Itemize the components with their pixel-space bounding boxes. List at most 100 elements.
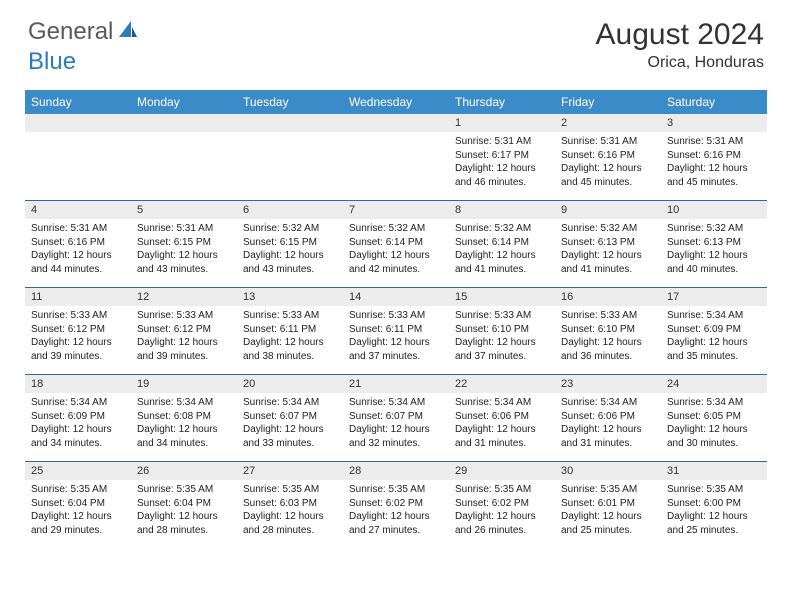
sunrise-line: Sunrise: 5:33 AM (25, 309, 131, 323)
sunset-line: Sunset: 6:10 PM (555, 323, 661, 337)
sunset-line: Sunset: 6:09 PM (661, 323, 767, 337)
sunrise-line: Sunrise: 5:35 AM (449, 483, 555, 497)
sunrise-line: Sunrise: 5:35 AM (343, 483, 449, 497)
daylight-line-2: and 41 minutes. (449, 263, 555, 277)
calendar-cell: 25Sunrise: 5:35 AMSunset: 6:04 PMDayligh… (25, 462, 131, 548)
daylight-line-2: and 36 minutes. (555, 350, 661, 364)
day-number-bar: 26 (131, 462, 237, 480)
sunrise-line: Sunrise: 5:31 AM (661, 135, 767, 149)
sunrise-line: Sunrise: 5:31 AM (25, 222, 131, 236)
sunrise-line: Sunrise: 5:32 AM (449, 222, 555, 236)
calendar-cell (343, 114, 449, 200)
sunset-line: Sunset: 6:01 PM (555, 497, 661, 511)
daylight-line-1: Daylight: 12 hours (555, 423, 661, 437)
day-number-bar: 19 (131, 375, 237, 393)
sunset-line: Sunset: 6:00 PM (661, 497, 767, 511)
daylight-line-1: Daylight: 12 hours (25, 510, 131, 524)
calendar-cell: 16Sunrise: 5:33 AMSunset: 6:10 PMDayligh… (555, 288, 661, 374)
day-number-bar: 27 (237, 462, 343, 480)
day-number-bar: 4 (25, 201, 131, 219)
daylight-line-2: and 45 minutes. (555, 176, 661, 190)
day-number-bar: 1 (449, 114, 555, 132)
daylight-line-2: and 29 minutes. (25, 524, 131, 538)
daylight-line-1: Daylight: 12 hours (25, 249, 131, 263)
calendar-cell: 21Sunrise: 5:34 AMSunset: 6:07 PMDayligh… (343, 375, 449, 461)
daylight-line-2: and 42 minutes. (343, 263, 449, 277)
calendar-cell (25, 114, 131, 200)
daylight-line-2: and 44 minutes. (25, 263, 131, 277)
day-number-bar: 18 (25, 375, 131, 393)
calendar-cell: 3Sunrise: 5:31 AMSunset: 6:16 PMDaylight… (661, 114, 767, 200)
sunrise-line: Sunrise: 5:35 AM (555, 483, 661, 497)
daylight-line-2: and 25 minutes. (661, 524, 767, 538)
daylight-line-2: and 37 minutes. (449, 350, 555, 364)
logo-text-blue: Blue (28, 48, 76, 76)
daylight-line-1: Daylight: 12 hours (237, 423, 343, 437)
sunset-line: Sunset: 6:11 PM (343, 323, 449, 337)
sunrise-line: Sunrise: 5:35 AM (131, 483, 237, 497)
daylight-line-1: Daylight: 12 hours (555, 336, 661, 350)
daylight-line-2: and 38 minutes. (237, 350, 343, 364)
calendar-cell: 29Sunrise: 5:35 AMSunset: 6:02 PMDayligh… (449, 462, 555, 548)
sunset-line: Sunset: 6:13 PM (555, 236, 661, 250)
daylight-line-2: and 35 minutes. (661, 350, 767, 364)
sunset-line: Sunset: 6:14 PM (343, 236, 449, 250)
day-number-bar: 31 (661, 462, 767, 480)
sunrise-line: Sunrise: 5:31 AM (131, 222, 237, 236)
sunrise-line: Sunrise: 5:32 AM (555, 222, 661, 236)
daylight-line-1: Daylight: 12 hours (237, 510, 343, 524)
calendar-row: 4Sunrise: 5:31 AMSunset: 6:16 PMDaylight… (25, 200, 767, 287)
day-header: Friday (555, 90, 661, 114)
daylight-line-1: Daylight: 12 hours (25, 423, 131, 437)
sunrise-line: Sunrise: 5:35 AM (661, 483, 767, 497)
calendar-cell: 7Sunrise: 5:32 AMSunset: 6:14 PMDaylight… (343, 201, 449, 287)
daylight-line-1: Daylight: 12 hours (237, 336, 343, 350)
sunrise-line: Sunrise: 5:32 AM (661, 222, 767, 236)
daylight-line-2: and 41 minutes. (555, 263, 661, 277)
day-number-bar: 11 (25, 288, 131, 306)
daylight-line-1: Daylight: 12 hours (661, 336, 767, 350)
calendar-body: 1Sunrise: 5:31 AMSunset: 6:17 PMDaylight… (25, 114, 767, 548)
day-number-bar: 30 (555, 462, 661, 480)
sunrise-line: Sunrise: 5:34 AM (449, 396, 555, 410)
calendar-cell: 17Sunrise: 5:34 AMSunset: 6:09 PMDayligh… (661, 288, 767, 374)
day-number-bar (237, 114, 343, 132)
sunset-line: Sunset: 6:12 PM (131, 323, 237, 337)
daylight-line-2: and 37 minutes. (343, 350, 449, 364)
day-number-bar: 28 (343, 462, 449, 480)
sunrise-line: Sunrise: 5:34 AM (661, 309, 767, 323)
day-number-bar: 16 (555, 288, 661, 306)
calendar-cell: 18Sunrise: 5:34 AMSunset: 6:09 PMDayligh… (25, 375, 131, 461)
daylight-line-1: Daylight: 12 hours (661, 249, 767, 263)
calendar-header-row: Sunday Monday Tuesday Wednesday Thursday… (25, 90, 767, 114)
daylight-line-2: and 32 minutes. (343, 437, 449, 451)
daylight-line-1: Daylight: 12 hours (449, 423, 555, 437)
daylight-line-2: and 28 minutes. (237, 524, 343, 538)
calendar-cell: 11Sunrise: 5:33 AMSunset: 6:12 PMDayligh… (25, 288, 131, 374)
day-number-bar: 14 (343, 288, 449, 306)
title-block: August 2024 Orica, Honduras (596, 18, 764, 72)
daylight-line-2: and 40 minutes. (661, 263, 767, 277)
daylight-line-1: Daylight: 12 hours (237, 249, 343, 263)
sunrise-line: Sunrise: 5:33 AM (237, 309, 343, 323)
sunset-line: Sunset: 6:05 PM (661, 410, 767, 424)
sunrise-line: Sunrise: 5:34 AM (237, 396, 343, 410)
calendar-cell: 4Sunrise: 5:31 AMSunset: 6:16 PMDaylight… (25, 201, 131, 287)
day-header: Saturday (661, 90, 767, 114)
sunset-line: Sunset: 6:17 PM (449, 149, 555, 163)
calendar-row: 25Sunrise: 5:35 AMSunset: 6:04 PMDayligh… (25, 461, 767, 548)
daylight-line-1: Daylight: 12 hours (449, 336, 555, 350)
calendar-cell: 15Sunrise: 5:33 AMSunset: 6:10 PMDayligh… (449, 288, 555, 374)
sunset-line: Sunset: 6:16 PM (661, 149, 767, 163)
calendar-cell: 26Sunrise: 5:35 AMSunset: 6:04 PMDayligh… (131, 462, 237, 548)
calendar-cell: 10Sunrise: 5:32 AMSunset: 6:13 PMDayligh… (661, 201, 767, 287)
calendar-cell (237, 114, 343, 200)
day-number-bar: 12 (131, 288, 237, 306)
day-number-bar: 21 (343, 375, 449, 393)
day-number-bar: 23 (555, 375, 661, 393)
daylight-line-1: Daylight: 12 hours (449, 162, 555, 176)
day-number-bar: 22 (449, 375, 555, 393)
calendar-cell: 27Sunrise: 5:35 AMSunset: 6:03 PMDayligh… (237, 462, 343, 548)
sunset-line: Sunset: 6:04 PM (131, 497, 237, 511)
calendar-row: 18Sunrise: 5:34 AMSunset: 6:09 PMDayligh… (25, 374, 767, 461)
